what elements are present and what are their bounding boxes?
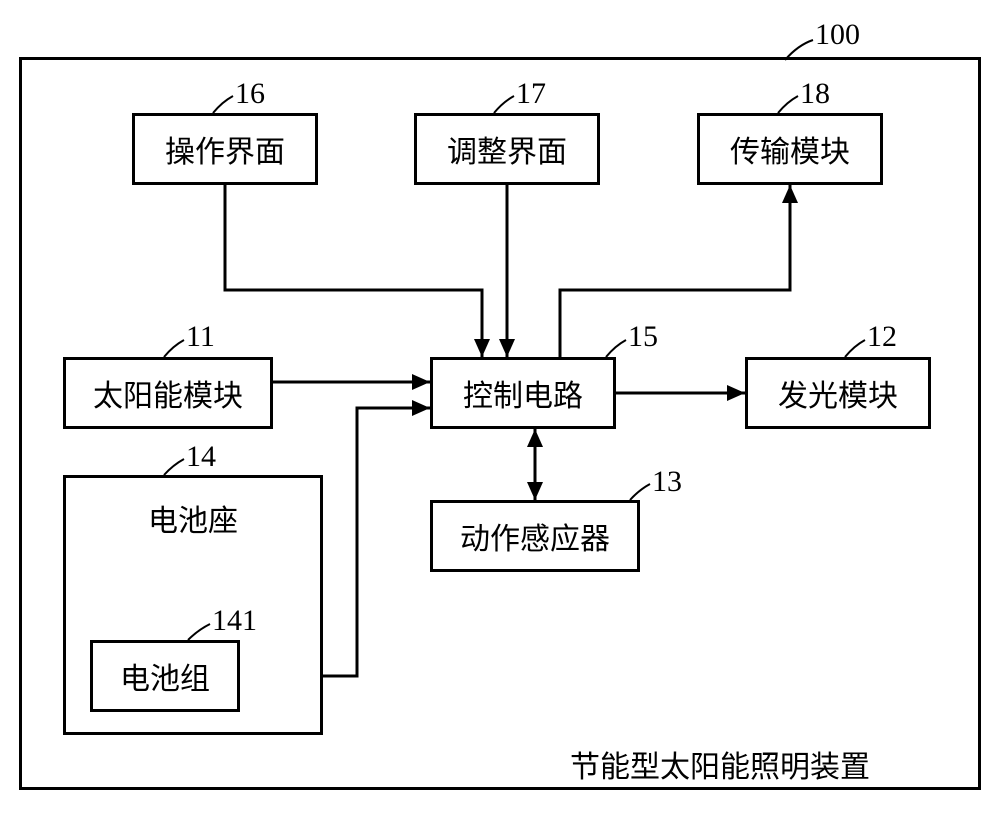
block-label: 调整界面 xyxy=(447,127,567,171)
block-b16: 操作界面 xyxy=(132,113,318,185)
ref-16: 16 xyxy=(235,77,265,111)
ref-15: 15 xyxy=(628,320,658,354)
ref-18: 18 xyxy=(800,77,830,111)
caption: 节能型太阳能照明装置 xyxy=(570,742,870,786)
block-b12: 发光模块 xyxy=(745,357,931,429)
block-label: 传输模块 xyxy=(730,127,850,171)
block-b11: 太阳能模块 xyxy=(63,357,273,429)
ref-14: 14 xyxy=(186,440,216,474)
block-b18: 传输模块 xyxy=(697,113,883,185)
block-label: 太阳能模块 xyxy=(93,371,243,415)
ref-13: 13 xyxy=(652,465,682,499)
block-label: 电池座 xyxy=(148,496,238,540)
ref-17: 17 xyxy=(516,77,546,111)
block-b13: 动作感应器 xyxy=(430,500,640,572)
block-b141: 电池组 xyxy=(90,640,240,712)
block-label: 控制电路 xyxy=(463,371,583,415)
block-b17: 调整界面 xyxy=(414,113,600,185)
block-label: 操作界面 xyxy=(165,127,285,171)
block-label: 动作感应器 xyxy=(460,514,610,558)
block-label: 发光模块 xyxy=(778,371,898,415)
ref-100: 100 xyxy=(815,18,860,52)
block-b15: 控制电路 xyxy=(430,357,616,429)
ref-11: 11 xyxy=(186,320,215,354)
ref-12: 12 xyxy=(867,320,897,354)
ref-141: 141 xyxy=(212,604,257,638)
block-label: 电池组 xyxy=(120,654,210,698)
